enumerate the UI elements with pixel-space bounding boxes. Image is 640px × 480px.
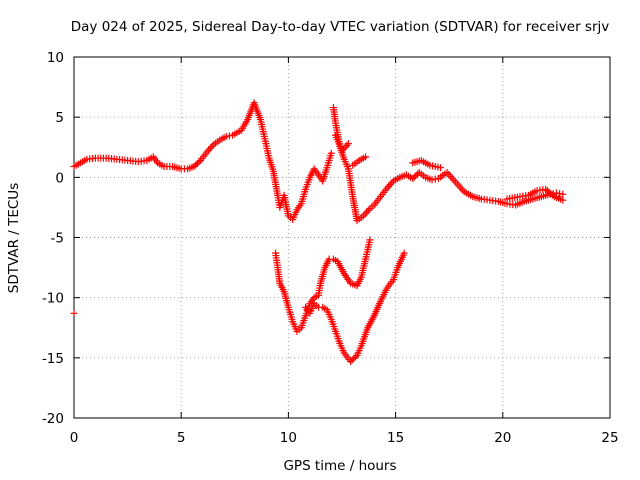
data-point (385, 182, 393, 190)
data-point (559, 190, 567, 198)
data-point (351, 353, 359, 361)
data-point (193, 159, 201, 167)
x-tick-label: 15 (387, 430, 404, 446)
data-point (362, 153, 370, 161)
y-tick-label: 10 (47, 50, 64, 66)
data-point (363, 208, 371, 216)
data-point (361, 210, 369, 218)
data-point (559, 196, 567, 204)
grid (74, 57, 610, 418)
x-tick-label: 10 (280, 430, 297, 446)
data-point (437, 164, 445, 172)
data-point (400, 249, 408, 257)
data-point (70, 309, 78, 317)
data-point (341, 143, 349, 151)
data-point (327, 149, 335, 157)
data-series (70, 99, 567, 365)
data-point (431, 175, 439, 183)
y-tick-label: -5 (51, 231, 64, 247)
data-point (409, 175, 417, 183)
data-point (343, 141, 351, 149)
data-point (190, 163, 198, 171)
data-point (556, 190, 564, 198)
data-point (192, 161, 200, 169)
x-tick-label: 20 (494, 430, 511, 446)
data-point (222, 132, 230, 140)
y-tick-label: 5 (55, 110, 64, 126)
data-point (347, 357, 355, 365)
y-tick-label: 0 (55, 170, 64, 186)
y-tick-label: -10 (42, 291, 64, 307)
y-axis-label: SDTVAR / TECUs (6, 183, 22, 293)
data-point (364, 206, 372, 214)
data-point (366, 236, 374, 244)
data-point (549, 191, 557, 199)
data-point (412, 172, 420, 180)
data-point (428, 176, 436, 184)
x-tick-label: 0 (70, 430, 79, 446)
y-tick-label: -20 (42, 411, 64, 427)
y-tick-label: -15 (42, 351, 64, 367)
data-point (350, 354, 358, 362)
data-point (208, 143, 216, 151)
data-point (386, 181, 394, 189)
chart-title: Day 024 of 2025, Sidereal Day-to-day VTE… (71, 19, 610, 35)
data-point (344, 140, 352, 148)
data-point (206, 144, 214, 152)
data-point (195, 158, 203, 166)
x-tick-label: 25 (601, 430, 618, 446)
data-point (205, 146, 213, 154)
data-point (348, 356, 356, 364)
data-point (225, 132, 233, 140)
axis-ticks: 0 5 10 15 20 25 -20 -15 -10 -5 0 5 10 (42, 50, 619, 446)
x-axis-label: GPS time / hours (283, 458, 396, 474)
x-tick-label: 5 (177, 430, 186, 446)
data-point (410, 173, 418, 181)
